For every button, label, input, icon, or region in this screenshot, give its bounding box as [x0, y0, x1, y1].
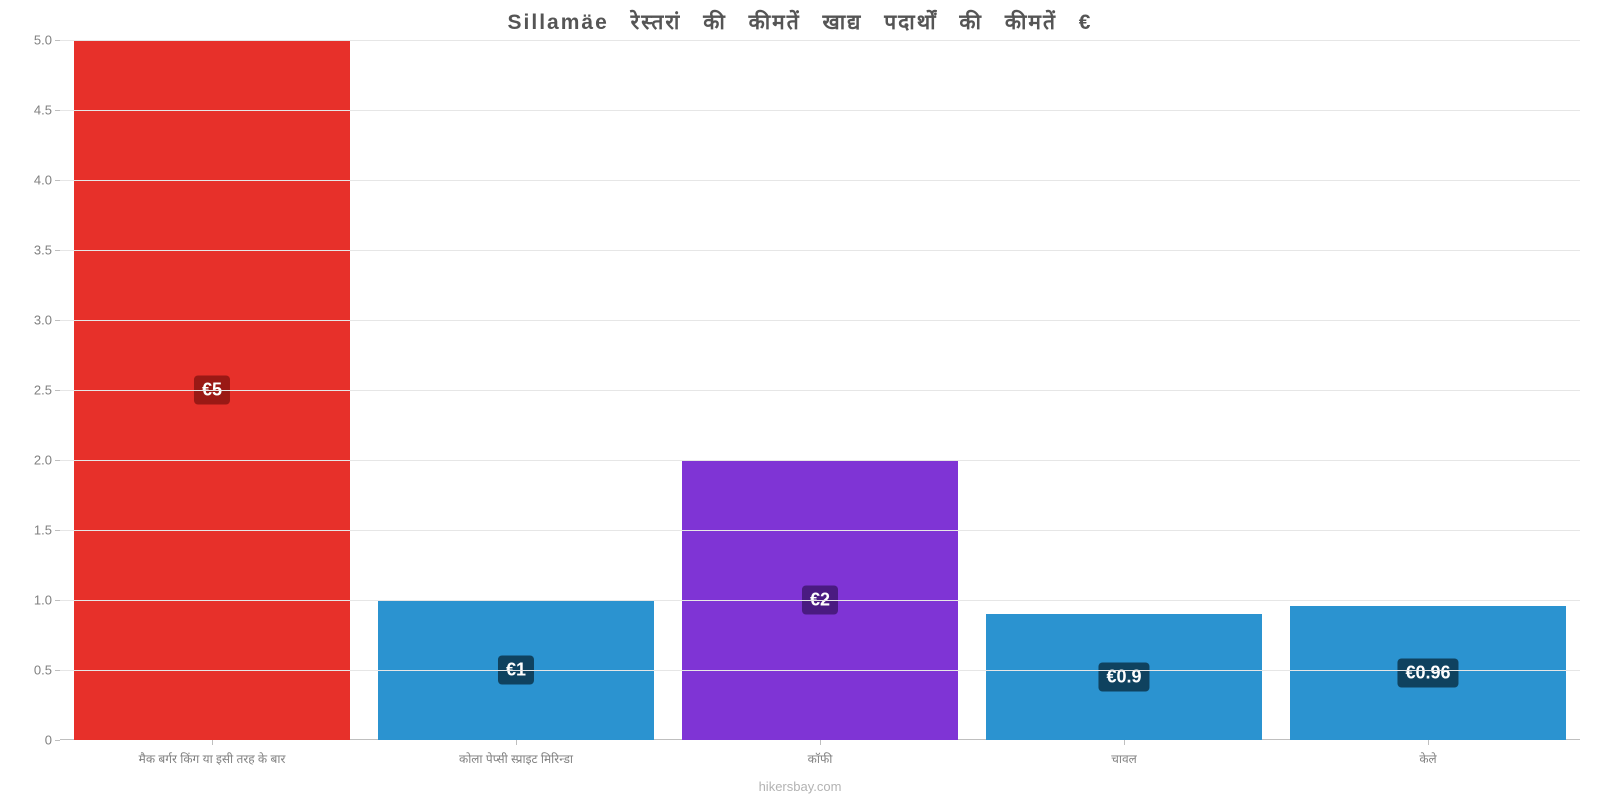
- x-category-label: कॉफी: [808, 750, 833, 767]
- gridline: [60, 600, 1580, 601]
- x-category-label: मैक बर्गर किंग या इसी तरह के बार: [139, 750, 286, 767]
- gridline: [60, 390, 1580, 391]
- price-bar-chart: Sillamäe रेस्तरां की कीमतें खाद्य पदार्थ…: [0, 0, 1600, 800]
- plot-area: €5€1€2€0.9€0.96 00.51.01.52.02.53.03.54.…: [60, 40, 1580, 740]
- bar-value-label: €0.96: [1397, 658, 1458, 687]
- x-category-label: केले: [1419, 750, 1436, 767]
- gridline: [60, 250, 1580, 251]
- y-tick-label: 0.5: [34, 663, 60, 678]
- y-tick-label: 3.0: [34, 313, 60, 328]
- y-tick-label: 2.5: [34, 383, 60, 398]
- x-tick: [212, 740, 213, 745]
- bar-value-label: €0.9: [1098, 663, 1149, 692]
- y-tick-label: 0: [45, 733, 60, 748]
- gridline: [60, 40, 1580, 41]
- y-tick-label: 4.0: [34, 173, 60, 188]
- x-tick: [820, 740, 821, 745]
- y-tick-label: 2.0: [34, 453, 60, 468]
- x-tick: [1428, 740, 1429, 745]
- x-category-label: चावल: [1111, 750, 1137, 767]
- x-tick: [516, 740, 517, 745]
- y-tick-label: 1.5: [34, 523, 60, 538]
- gridline: [60, 180, 1580, 181]
- y-tick-label: 3.5: [34, 243, 60, 258]
- x-category-label: कोला पेप्सी स्प्राइट मिरिन्डा: [459, 750, 573, 767]
- gridline: [60, 460, 1580, 461]
- gridline: [60, 670, 1580, 671]
- x-tick: [1124, 740, 1125, 745]
- gridline: [60, 530, 1580, 531]
- chart-title: Sillamäe रेस्तरां की कीमतें खाद्य पदार्थ…: [0, 8, 1600, 36]
- y-tick-label: 1.0: [34, 593, 60, 608]
- gridline: [60, 320, 1580, 321]
- y-tick-label: 4.5: [34, 103, 60, 118]
- credit-text: hikersbay.com: [0, 779, 1600, 794]
- gridline: [60, 110, 1580, 111]
- y-tick-label: 5.0: [34, 33, 60, 48]
